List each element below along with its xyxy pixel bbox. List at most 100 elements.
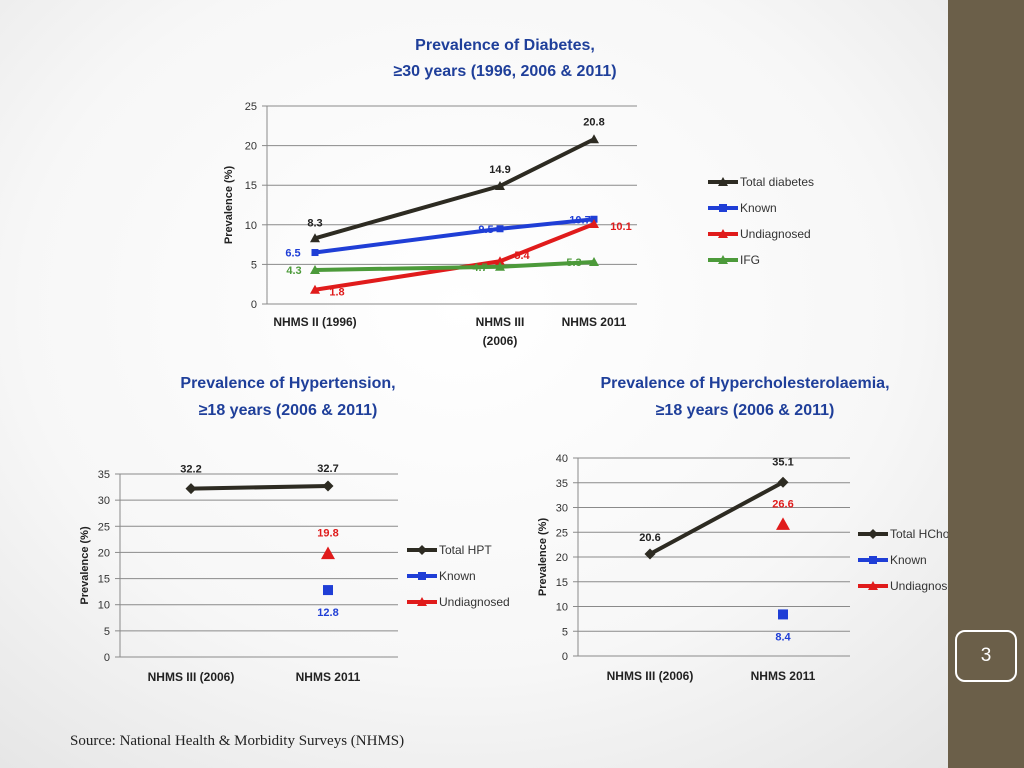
y-tick-label: 35 — [98, 469, 110, 481]
legend-label: Total HPT — [439, 543, 492, 557]
chart-subtitle: ≥18 years (2006 & 2011) — [656, 402, 835, 419]
y-tick-label: 15 — [245, 180, 257, 192]
x-tick-label: NHMS III — [476, 315, 525, 329]
data-label: 1.8 — [329, 287, 344, 299]
y-tick-label: 20 — [556, 552, 568, 564]
data-point — [589, 219, 599, 229]
legend-marker — [718, 255, 728, 264]
legend-label: Total HChol — [890, 527, 948, 541]
series-line — [190, 484, 329, 491]
data-point — [310, 264, 320, 274]
y-axis-label: Prevalence (%) — [537, 518, 549, 597]
chart-title: Prevalence of Hypertension, — [180, 375, 395, 392]
data-label: 8.3 — [307, 217, 322, 229]
data-label: 4.3 — [286, 265, 301, 277]
data-label: 10.1 — [610, 221, 631, 233]
data-label: 35.1 — [772, 456, 793, 468]
y-tick-label: 40 — [556, 453, 568, 465]
page-number-badge: 3 — [955, 630, 1017, 682]
legend-marker — [869, 556, 877, 564]
y-tick-label: 0 — [251, 299, 257, 311]
data-label: 20.6 — [639, 532, 660, 544]
legend-label: Undiagnosed — [740, 227, 811, 241]
x-tick-label: NHMS II (1996) — [273, 315, 356, 329]
data-label: 6.5 — [285, 248, 300, 260]
y-tick-label: 5 — [251, 259, 257, 271]
data-label: 5.3 — [566, 257, 581, 269]
charts-canvas: Prevalence of Diabetes, ≥30 years (1996, … — [79, 37, 948, 684]
chart-title: Prevalence of Hypercholesterolaemia, — [600, 375, 889, 392]
data-label: 20.8 — [583, 116, 604, 128]
legend-label: Undiagnosed — [890, 579, 948, 593]
data-label: 14.9 — [489, 164, 510, 176]
legend-marker — [418, 572, 426, 580]
y-tick-label: 5 — [104, 626, 110, 638]
data-label: 12.8 — [317, 607, 338, 619]
y-tick-label: 25 — [245, 101, 257, 113]
data-point — [321, 546, 335, 560]
data-point — [495, 180, 505, 190]
legend-label: Undiagnosed — [439, 595, 510, 609]
data-point — [495, 256, 505, 266]
data-point — [496, 225, 504, 233]
data-point — [777, 476, 789, 488]
y-tick-label: 10 — [98, 600, 110, 612]
y-tick-label: 0 — [562, 651, 568, 663]
data-point — [589, 257, 599, 267]
y-tick-label: 35 — [556, 478, 568, 490]
x-tick-label: NHMS 2011 — [751, 669, 816, 683]
data-point — [322, 480, 334, 492]
y-tick-label: 25 — [556, 527, 568, 539]
y-tick-label: 5 — [562, 626, 568, 638]
legend-marker — [868, 581, 878, 590]
x-tick-label: NHMS III (2006) — [148, 670, 235, 684]
data-point — [323, 585, 333, 596]
data-point — [589, 134, 599, 144]
data-label: 19.8 — [317, 527, 338, 539]
data-point — [310, 284, 320, 294]
x-tick-label: NHMS 2011 — [296, 670, 361, 684]
data-label: 32.2 — [180, 464, 201, 476]
y-tick-label: 10 — [556, 602, 568, 614]
legend-marker — [417, 597, 427, 606]
data-point — [185, 483, 197, 495]
legend-label: Known — [890, 553, 927, 567]
y-tick-label: 15 — [98, 574, 110, 586]
data-label: 9.5 — [478, 224, 493, 236]
data-point — [776, 517, 790, 530]
data-label: 5.4 — [514, 250, 530, 262]
data-label: 26.6 — [772, 498, 793, 510]
data-point — [311, 249, 319, 257]
data-label: 4.7 — [472, 262, 487, 274]
legend-label: IFG — [740, 253, 760, 267]
y-tick-label: 30 — [98, 495, 110, 507]
y-tick-label: 10 — [245, 220, 257, 232]
y-axis-label: Prevalence (%) — [223, 166, 235, 245]
legend-marker — [868, 529, 878, 539]
data-label: 8.4 — [775, 631, 791, 643]
chart-subtitle: ≥18 years (2006 & 2011) — [199, 402, 378, 419]
series-line — [314, 217, 595, 255]
data-label: 10.7 — [569, 214, 590, 226]
x-tick-label: NHMS 2011 — [562, 315, 627, 329]
legend-label: Known — [740, 201, 777, 215]
legend-label: Total diabetes — [740, 175, 814, 189]
data-point — [778, 609, 788, 620]
y-tick-label: 20 — [98, 547, 110, 559]
data-point — [644, 548, 656, 560]
series-line — [649, 480, 784, 556]
y-tick-label: 20 — [245, 141, 257, 153]
legend-marker — [718, 177, 728, 186]
series-line — [314, 260, 595, 272]
legend-marker — [719, 204, 727, 212]
x-tick-label: NHMS III (2006) — [607, 669, 694, 683]
data-point — [495, 261, 505, 271]
y-axis-label: Prevalence (%) — [79, 526, 91, 605]
y-tick-label: 30 — [556, 503, 568, 515]
y-tick-label: 15 — [556, 577, 568, 589]
data-label: 32.7 — [317, 463, 338, 475]
legend-marker — [417, 545, 427, 555]
legend-label: Known — [439, 569, 476, 583]
chart-title: Prevalence of Diabetes, — [415, 37, 595, 54]
x-tick-sublabel: (2006) — [483, 334, 518, 348]
